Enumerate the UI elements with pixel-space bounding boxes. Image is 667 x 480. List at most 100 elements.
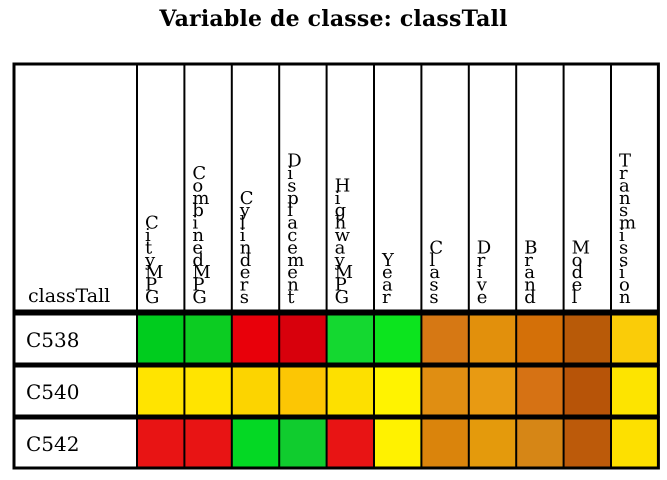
column-header-letter: C	[429, 237, 443, 258]
column-header-letter: Y	[381, 250, 395, 271]
column-header-letter: s	[429, 287, 438, 308]
column-header-letter: M	[145, 262, 163, 283]
column-header-letter: i	[619, 225, 625, 246]
heatmap-cell	[231, 366, 280, 416]
column-header-letter: B	[524, 237, 537, 258]
heatmap-cell	[231, 314, 280, 364]
column-header-letter: a	[382, 275, 393, 296]
column-header-letter: a	[619, 175, 630, 196]
column-header-letter: i	[619, 262, 625, 283]
column-header-letter: r	[524, 250, 533, 271]
heatmap-cell	[611, 366, 659, 416]
column-header-letter: M	[572, 237, 590, 258]
column-header-letter: y	[334, 250, 346, 271]
column-header-letter: e	[287, 237, 298, 258]
heatmap-cell	[611, 314, 659, 364]
chart-title: Variable de classe: classTall	[159, 6, 508, 32]
column-header-letter: m	[287, 250, 304, 271]
column-header-letter: y	[239, 200, 251, 221]
heatmap-cell	[326, 366, 374, 416]
heatmap-cell	[516, 418, 564, 468]
column-header-letter: r	[477, 250, 486, 271]
column-header-letter: G	[335, 287, 349, 308]
heatmap-cell	[468, 366, 517, 416]
heatmap-cell	[326, 314, 374, 364]
heatmap-cell	[279, 418, 327, 468]
column-header-letter: o	[192, 175, 203, 196]
corner-label: classTall	[28, 285, 110, 307]
column-header-letter: r	[619, 163, 628, 184]
column-header-letter: m	[619, 213, 636, 234]
heatmap-cell	[563, 366, 611, 416]
heatmap-cell	[421, 418, 469, 468]
heatmap-cell	[184, 366, 232, 416]
heatmap-cell	[468, 314, 517, 364]
column-header-letter: i	[240, 225, 246, 246]
heatmap-cell	[516, 314, 564, 364]
column-header-letter: a	[287, 213, 298, 234]
column-header-letter: g	[335, 200, 347, 221]
column-header-letter: e	[287, 262, 298, 283]
column-header-letter: n	[619, 188, 631, 209]
heatmap-cell	[374, 366, 422, 416]
column-header-letter: y	[144, 250, 156, 271]
column-header-letter: e	[240, 262, 251, 283]
column-header-letter: i	[335, 188, 341, 209]
column-header-letter: a	[429, 262, 440, 283]
heatmap-cell	[184, 418, 232, 468]
column-header-letter: d	[240, 250, 252, 271]
column-header-letter: C	[145, 213, 159, 234]
column-header-letter: e	[382, 262, 393, 283]
column-header-letter: H	[335, 175, 351, 196]
column-header-letter: t	[145, 237, 153, 258]
column-header-letter: e	[572, 275, 583, 296]
column-header-letter: e	[477, 287, 488, 308]
row-label: C538	[26, 328, 79, 352]
column-header-letter: d	[524, 287, 536, 308]
column-header-letter: D	[287, 151, 301, 172]
column-header-letter: l	[429, 250, 435, 271]
column-header-letter: h	[335, 213, 347, 234]
column-header-letter: d	[192, 250, 204, 271]
column-header-letter: w	[335, 225, 351, 246]
heatmap-cell	[184, 314, 232, 364]
column-header-letter: t	[287, 287, 295, 308]
column-header-letter: r	[240, 275, 249, 296]
column-header-letter: c	[287, 225, 297, 246]
row-label: C542	[26, 432, 79, 456]
heatmap-cell	[137, 314, 185, 364]
column-header-letter: n	[287, 275, 299, 296]
heatmap-cell	[468, 418, 517, 468]
heatmap-cell	[374, 418, 422, 468]
column-header-letter: m	[192, 188, 209, 209]
heatmap-cell	[137, 366, 185, 416]
column-header-letter: M	[335, 262, 353, 283]
column-header-letter: s	[619, 237, 628, 258]
column-header-letter: P	[192, 275, 204, 296]
column-header-letter: D	[477, 237, 491, 258]
column-header-letter: i	[477, 262, 483, 283]
column-header-letter: P	[145, 275, 157, 296]
row-label: C540	[26, 380, 79, 404]
heatmap-cell	[279, 366, 327, 416]
column-header-letter: n	[619, 287, 631, 308]
column-header-letter: l	[240, 213, 246, 234]
column-header-letter: s	[619, 200, 628, 221]
column-header-letter: T	[619, 151, 631, 172]
column-header-letter: o	[619, 275, 630, 296]
heatmap-cell	[326, 418, 374, 468]
column-header-letter: i	[287, 163, 293, 184]
column-header-letter: e	[192, 237, 203, 258]
column-header-letter: v	[476, 275, 488, 296]
column-header-letter: s	[619, 250, 628, 271]
column-header-letter: r	[382, 287, 391, 308]
column-header-letter: s	[429, 275, 438, 296]
column-header-letter: l	[572, 287, 578, 308]
